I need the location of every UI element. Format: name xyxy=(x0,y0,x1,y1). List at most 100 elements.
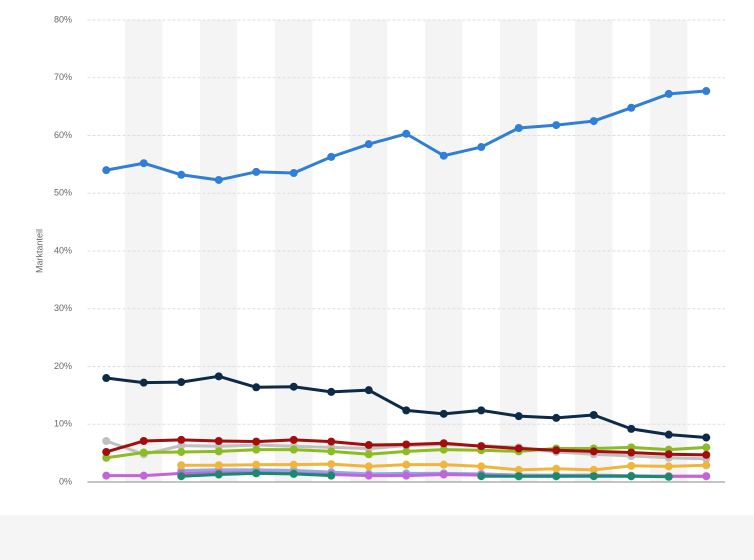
point xyxy=(514,444,523,453)
point xyxy=(364,450,373,459)
point xyxy=(552,121,561,130)
point xyxy=(364,441,373,450)
y-tick-label: 60% xyxy=(54,130,72,140)
point xyxy=(664,450,673,459)
point xyxy=(327,387,336,396)
point xyxy=(627,103,636,112)
point xyxy=(402,460,411,469)
point xyxy=(402,447,411,456)
point xyxy=(627,448,636,457)
point xyxy=(477,442,486,451)
point xyxy=(627,461,636,470)
point xyxy=(289,445,298,454)
point xyxy=(552,446,561,455)
y-tick-label: 30% xyxy=(54,303,72,313)
point xyxy=(139,436,148,445)
y-tick-label: 70% xyxy=(54,72,72,82)
point xyxy=(402,406,411,415)
point xyxy=(327,460,336,469)
y-tick-label: 80% xyxy=(54,14,72,24)
point xyxy=(364,140,373,149)
point xyxy=(102,436,111,445)
point xyxy=(139,471,148,480)
point xyxy=(102,453,111,462)
point xyxy=(702,472,711,481)
point xyxy=(214,447,223,456)
point xyxy=(477,472,486,481)
point xyxy=(477,143,486,152)
point xyxy=(327,471,336,480)
point xyxy=(214,461,223,470)
point xyxy=(552,413,561,422)
point xyxy=(439,409,448,418)
point xyxy=(402,440,411,449)
point xyxy=(252,167,261,176)
point xyxy=(702,87,711,96)
point xyxy=(139,378,148,387)
point xyxy=(252,437,261,446)
point xyxy=(102,447,111,456)
point xyxy=(627,472,636,481)
point xyxy=(477,462,486,471)
point xyxy=(327,437,336,446)
y-tick-label: 10% xyxy=(54,419,72,429)
point xyxy=(439,460,448,469)
point xyxy=(252,383,261,392)
point xyxy=(702,433,711,442)
point xyxy=(327,447,336,456)
point xyxy=(214,175,223,184)
point xyxy=(214,470,223,479)
point xyxy=(514,123,523,132)
point xyxy=(289,382,298,391)
point xyxy=(177,472,186,481)
point xyxy=(589,447,598,456)
point xyxy=(552,464,561,473)
point xyxy=(177,435,186,444)
point xyxy=(552,472,561,481)
point xyxy=(589,411,598,420)
point xyxy=(514,412,523,421)
point xyxy=(177,441,186,450)
point xyxy=(252,460,261,469)
y-tick-label: 40% xyxy=(54,245,72,255)
point xyxy=(702,443,711,452)
point xyxy=(402,129,411,138)
point xyxy=(627,424,636,433)
y-tick-label: 50% xyxy=(54,188,72,198)
point xyxy=(402,471,411,480)
point xyxy=(364,471,373,480)
point xyxy=(439,470,448,479)
point xyxy=(139,448,148,457)
point xyxy=(289,169,298,178)
point xyxy=(102,166,111,175)
point xyxy=(289,460,298,469)
point xyxy=(702,450,711,459)
point xyxy=(102,471,111,480)
point xyxy=(664,430,673,439)
y-axis-label: Marktanteil xyxy=(34,229,44,273)
point xyxy=(177,378,186,387)
point xyxy=(139,159,148,168)
point xyxy=(364,462,373,471)
point xyxy=(514,472,523,481)
point xyxy=(439,151,448,160)
point xyxy=(289,469,298,478)
point xyxy=(364,386,373,395)
point xyxy=(589,465,598,474)
point xyxy=(439,439,448,448)
point xyxy=(589,472,598,481)
point xyxy=(702,461,711,470)
point xyxy=(289,435,298,444)
y-tick-label: 0% xyxy=(59,476,72,486)
point xyxy=(177,447,186,456)
y-tick-label: 20% xyxy=(54,361,72,371)
footer xyxy=(0,515,754,560)
point xyxy=(177,170,186,179)
point xyxy=(477,406,486,415)
point xyxy=(664,462,673,471)
point xyxy=(252,469,261,478)
point xyxy=(664,89,673,98)
point xyxy=(664,472,673,481)
point xyxy=(214,372,223,381)
